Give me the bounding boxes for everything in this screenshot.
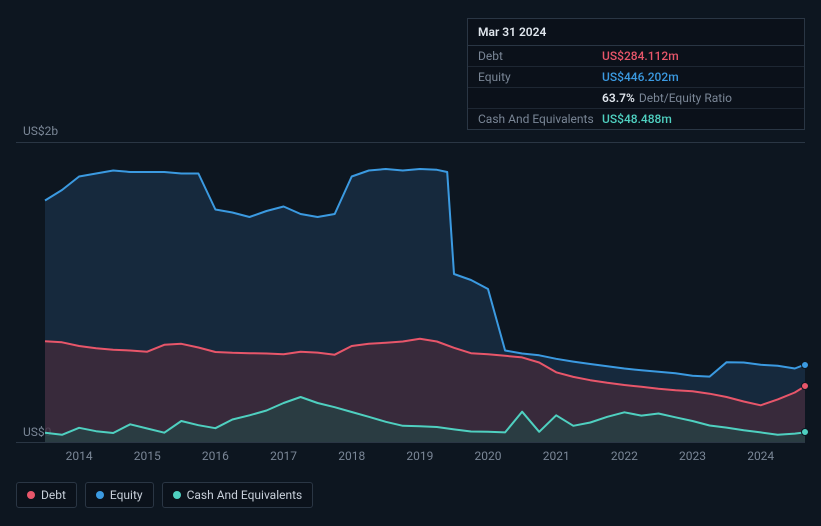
tooltip-row-value: US$284.112m [602,49,679,63]
legend: Debt Equity Cash And Equivalents [16,482,313,508]
legend-item-debt[interactable]: Debt [16,482,77,508]
tooltip-row-label: Equity [478,70,602,84]
legend-dot [173,491,181,499]
legend-item-equity[interactable]: Equity [85,482,154,508]
tooltip-row: DebtUS$284.112m [468,46,804,67]
legend-item-cash-and-equivalents[interactable]: Cash And Equivalents [162,482,314,508]
legend-dot [96,491,104,499]
tooltip-row-label: Debt [478,49,602,63]
end-marker [801,361,809,369]
x-tick: 2019 [406,449,433,463]
x-tick: 2020 [475,449,502,463]
chart-svg [16,142,805,442]
x-tick: 2015 [134,449,161,463]
chart-plot-area [16,142,805,442]
x-tick: 2018 [338,449,365,463]
tooltip-row: 63.7% Debt/Equity Ratio [468,88,804,109]
x-tick: 2021 [543,449,570,463]
legend-label: Cash And Equivalents [187,488,303,502]
tooltip-ratio-pct: 63.7% [602,91,635,105]
x-axis: 2014 2015 2016 2017 2018 2019 2020 2021 2022 2023… [16,449,805,465]
legend-label: Equity [110,488,143,502]
x-tick: 2017 [270,449,297,463]
chart-bottom-border [16,442,805,443]
tooltip-row: EquityUS$446.202m [468,67,804,88]
tooltip-row-value: US$446.202m [602,70,679,84]
x-tick: 2024 [747,449,774,463]
end-marker [801,428,809,436]
tooltip-card: Mar 31 2024 DebtUS$284.112mEquityUS$446.… [467,18,805,130]
tooltip-row-label [478,91,602,105]
legend-dot [27,491,35,499]
tooltip-row: Cash And EquivalentsUS$48.488m [468,109,804,129]
tooltip-ratio-text: Debt/Equity Ratio [639,91,732,105]
x-tick: 2023 [679,449,706,463]
x-tick: 2014 [66,449,93,463]
tooltip-date: Mar 31 2024 [468,19,804,46]
tooltip-row-label: Cash And Equivalents [478,112,602,126]
x-tick: 2016 [202,449,229,463]
tooltip-row-value: US$48.488m [602,112,672,126]
x-tick: 2022 [611,449,638,463]
y-axis-top-label: US$2b [23,124,58,138]
end-marker [801,382,809,390]
legend-label: Debt [41,488,66,502]
